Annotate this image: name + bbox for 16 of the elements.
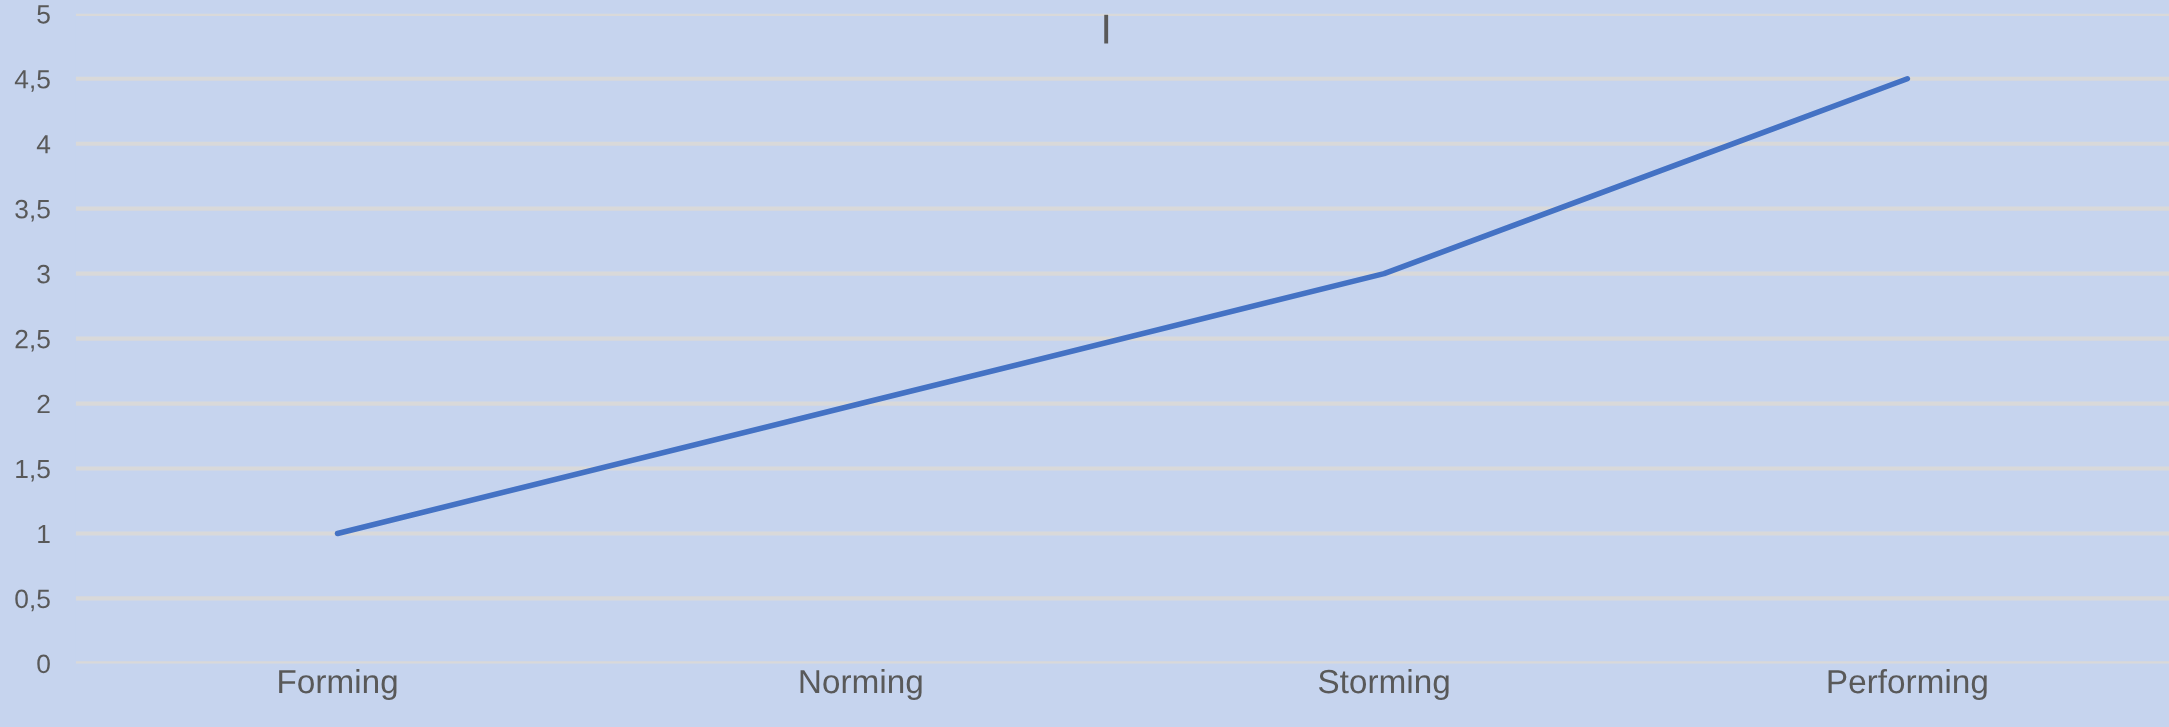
x-tick-label: Storming — [1318, 668, 1449, 701]
y-tick-label: 3,5 — [15, 199, 50, 222]
y-tick-label: 2 — [37, 394, 50, 414]
y-tick-label: 2,5 — [15, 329, 50, 352]
y-tick-label: 3 — [37, 264, 50, 284]
chart-title: I — [1104, 14, 1109, 44]
y-tick-label: 1,5 — [16, 459, 50, 482]
y-tick-label: 5 — [37, 5, 50, 24]
x-tick-label: Performing — [1828, 668, 1987, 701]
x-tick-label: Norming — [800, 668, 922, 701]
x-tick-label: Forming — [279, 668, 397, 701]
y-tick-label: 0 — [37, 654, 50, 674]
y-tick-label: 4 — [36, 135, 51, 154]
y-tick-label: 4,5 — [14, 70, 50, 92]
y-tick-label: 1 — [38, 524, 50, 544]
y-tick-label: 0,5 — [15, 589, 50, 612]
